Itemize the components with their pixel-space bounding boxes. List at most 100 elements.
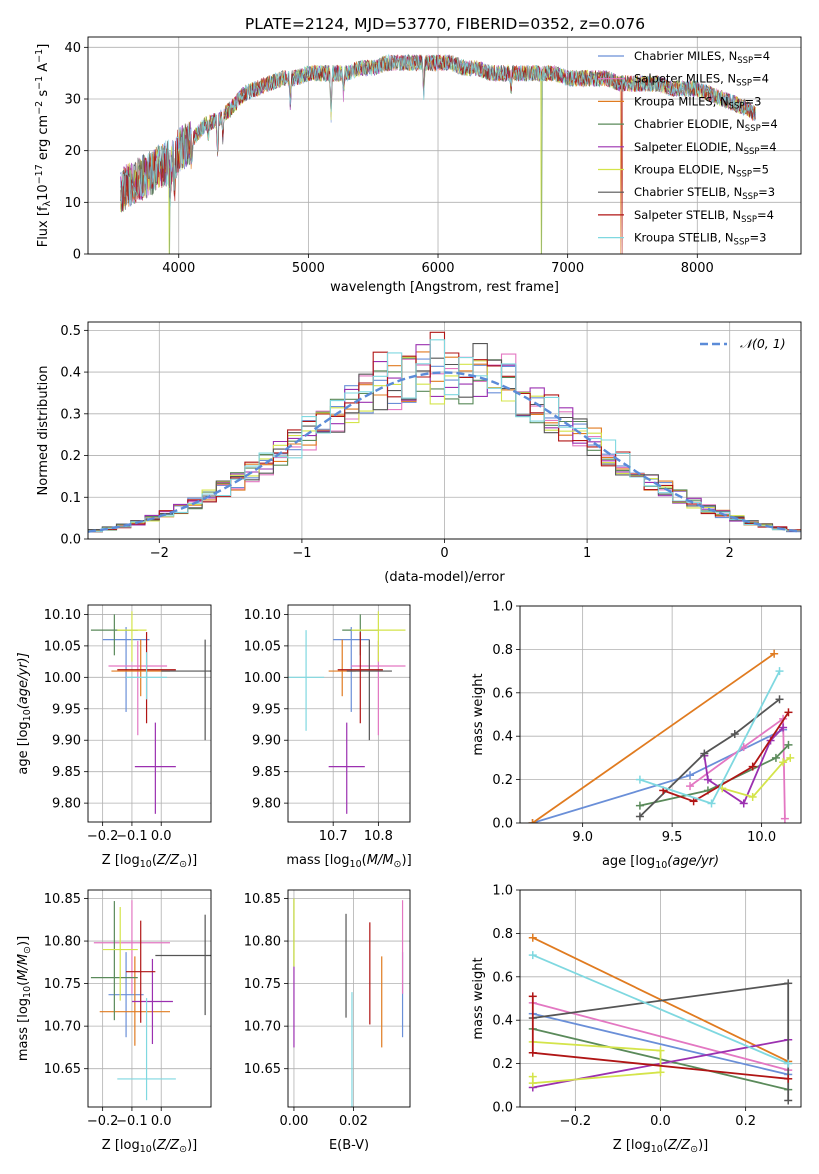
weight-vs-age-tick-label-y: 1.0 bbox=[492, 600, 513, 615]
age-vs-Z-tick-label-y: 9.95 bbox=[52, 702, 81, 717]
weight-vs-Z-tick-label-y: 0.4 bbox=[492, 1014, 513, 1029]
histogram-tick-label-x: 1 bbox=[583, 546, 591, 561]
legend-label: Salpeter ELODIE, NSSP=4 bbox=[634, 140, 777, 157]
mass-vs-ebv-frame bbox=[287, 889, 411, 1108]
legend-label: Kroupa MILES, NSSP=3 bbox=[634, 94, 761, 111]
age-vs-mass-tick-label-y: 9.80 bbox=[252, 797, 281, 812]
histogram-plot-area bbox=[88, 331, 801, 533]
weight-vs-age-line bbox=[639, 698, 781, 818]
spectrum-xlabel: wavelength [Angstrom, rest frame] bbox=[330, 280, 559, 295]
spectrum-tick-label-x: 4000 bbox=[162, 261, 195, 276]
weight-vs-Z-tick-label-x: −0.2 bbox=[560, 1114, 592, 1129]
weight-vs-Z-line bbox=[531, 1041, 662, 1085]
weight-vs-age-ylabel: mass weight bbox=[471, 673, 486, 755]
weight-vs-Z-line bbox=[532, 1012, 789, 1076]
weight-vs-age-line bbox=[639, 744, 790, 807]
spectrum-tick-label-x: 7000 bbox=[551, 261, 584, 276]
histogram-tick-label-y: 0.2 bbox=[60, 449, 81, 464]
age-vs-Z-tick-label-y: 9.80 bbox=[52, 797, 81, 812]
spectrum-frame bbox=[87, 36, 802, 255]
weight-vs-Z-ylabel: mass weight bbox=[471, 957, 486, 1039]
weight-vs-age-xlabel: age [log10(age/yr) bbox=[602, 854, 719, 871]
mass-vs-Z-tick-label-y: 10.85 bbox=[44, 892, 81, 907]
legend-label: Kroupa ELODIE, NSSP=5 bbox=[634, 163, 769, 180]
age-vs-Z-frame bbox=[87, 604, 212, 823]
mass-vs-ebv-tick-label-y: 10.70 bbox=[244, 1020, 281, 1035]
mass-vs-ebv-axes: 0.00 0.02 10.65 10.70 10.75 10.80 10.85 bbox=[244, 889, 411, 1129]
legend-label: 𝒩(0, 1) bbox=[740, 336, 786, 351]
age-vs-mass-tick-label-y: 10.10 bbox=[244, 608, 281, 623]
weight-vs-Z-axes: −0.2 0.0 0.2 0.0 0.2 0.4 0.6 0.8 1.0 bbox=[492, 884, 802, 1129]
weight-vs-age-tick-label-y: 0.6 bbox=[492, 686, 513, 701]
weight-vs-Z-tick-label-x: 0.0 bbox=[650, 1114, 671, 1129]
age-vs-mass-xlabel: mass [log10(M/M⊙)] bbox=[286, 853, 411, 870]
age-vs-mass-tick-label-y: 10.05 bbox=[244, 639, 281, 654]
age-vs-Z-tick-label-x: −0.1 bbox=[116, 829, 148, 844]
legend-label: Salpeter MILES, NSSP=4 bbox=[634, 72, 769, 89]
weight-vs-age-axes: 9.0 9.5 10.0 0.0 0.2 0.4 0.6 0.8 1.0 bbox=[492, 600, 802, 845]
age-vs-Z-plot-area bbox=[90, 611, 211, 814]
histogram-tick-label-y: 0.5 bbox=[60, 324, 81, 339]
age-vs-Z-xlabel: Z [log10(Z/Z⊙)] bbox=[102, 853, 197, 870]
histogram-tick-label-y: 0.0 bbox=[60, 533, 81, 548]
mass-vs-Z-tick-label-y: 10.70 bbox=[44, 1020, 81, 1035]
spectrum-ylabel: Flux [fλ10−17 erg cm−2 s−1 A−1] bbox=[34, 44, 53, 248]
weight-vs-age-line bbox=[531, 652, 775, 823]
spectrum-tick-label-y: 0 bbox=[73, 248, 81, 263]
mass-vs-ebv-tick-label-y: 10.65 bbox=[244, 1062, 281, 1077]
weight-vs-Z-tick-label-x: 0.2 bbox=[735, 1114, 756, 1129]
histogram-xlabel: (data-model)/error bbox=[384, 570, 505, 585]
mass-vs-Z-tick-label-x: −0.1 bbox=[116, 1114, 148, 1129]
mass-vs-ebv-tick-label-x: 0.00 bbox=[279, 1114, 308, 1129]
age-vs-Z-tick-label-y: 10.00 bbox=[44, 671, 81, 686]
age-vs-Z-tick-label-y: 9.90 bbox=[52, 734, 81, 749]
spectrum-tick-label-y: 10 bbox=[64, 196, 81, 211]
age-vs-mass-tick-label-y: 9.90 bbox=[252, 734, 281, 749]
age-vs-Z-tick-label-y: 10.10 bbox=[44, 608, 81, 623]
legend-label: Chabrier ELODIE, NSSP=4 bbox=[634, 117, 778, 134]
age-vs-mass-tick-label-x: 10.7 bbox=[319, 829, 348, 844]
weight-vs-age-tick-label-y: 0.2 bbox=[492, 773, 513, 788]
age-vs-mass-frame bbox=[287, 604, 411, 823]
weight-vs-age-tick-label-y: 0.4 bbox=[492, 730, 513, 745]
spectrum-tick-label-y: 20 bbox=[64, 144, 81, 159]
spectrum-legend: Chabrier MILES, NSSP=4 Salpeter MILES, NS… bbox=[598, 49, 778, 248]
weight-vs-Z-xlabel: Z [log10(Z/Z⊙)] bbox=[613, 1138, 708, 1155]
weight-vs-age-tick-label-x: 9.0 bbox=[572, 830, 593, 845]
mass-vs-ebv-tick-label-y: 10.80 bbox=[244, 935, 281, 950]
mass-vs-Z-axes: −0.2−0.1 0.0 10.65 10.70 10.75 10.80 10.85 bbox=[44, 889, 212, 1129]
spectrum-line bbox=[120, 53, 756, 207]
weight-vs-Z-tick-label-y: 0.2 bbox=[492, 1057, 513, 1072]
histogram-tick-label-x: 0 bbox=[440, 546, 448, 561]
age-vs-Z-tick-label-y: 9.85 bbox=[52, 765, 81, 780]
weight-vs-Z-tick-label-y: 0.8 bbox=[492, 927, 513, 942]
mass-vs-ebv-tick-label-y: 10.85 bbox=[244, 892, 281, 907]
weight-vs-age-tick-label-y: 0.8 bbox=[492, 643, 513, 658]
spectrum-axes: 4000 5000 6000 7000 8000 0 10 20 30 40 bbox=[64, 36, 802, 276]
histogram-tick-label-x: 2 bbox=[726, 546, 734, 561]
histogram-step bbox=[88, 339, 801, 533]
age-vs-mass-tick-label-y: 9.95 bbox=[252, 702, 281, 717]
weight-vs-Z-tick-label-y: 0.6 bbox=[492, 970, 513, 985]
weight-vs-age-line bbox=[689, 717, 786, 819]
mass-vs-Z-tick-label-y: 10.75 bbox=[44, 977, 81, 992]
age-vs-mass-tick-label-x: 10.8 bbox=[364, 829, 393, 844]
mass-vs-ebv-plot-area bbox=[293, 898, 404, 1107]
histogram-normal-curve bbox=[88, 371, 801, 533]
spectrum-tick-label-x: 5000 bbox=[292, 261, 325, 276]
mass-vs-Z-xlabel: Z [log10(Z/Z⊙)] bbox=[102, 1138, 197, 1155]
mass-vs-Z-plot-area bbox=[90, 900, 211, 1101]
mass-vs-Z-tick-label-x: −0.2 bbox=[87, 1114, 119, 1129]
spectrum-tick-label-x: 6000 bbox=[421, 261, 454, 276]
histogram-tick-label-x: −2 bbox=[150, 546, 169, 561]
age-vs-Z-ylabel: age [log10(age/yr)] bbox=[16, 652, 33, 774]
age-vs-Z-tick-label-y: 10.05 bbox=[44, 639, 81, 654]
weight-vs-Z-tick-label-y: 0.0 bbox=[492, 1101, 513, 1116]
age-vs-mass-plot-area bbox=[288, 611, 406, 814]
mass-vs-Z-tick-label-y: 10.65 bbox=[44, 1062, 81, 1077]
weight-vs-age-tick-label-y: 0.0 bbox=[492, 817, 513, 832]
figure-title: PLATE=2124, MJD=53770, FIBERID=0352, z=0… bbox=[245, 15, 645, 33]
age-vs-mass-tick-label-y: 10.00 bbox=[244, 671, 281, 686]
